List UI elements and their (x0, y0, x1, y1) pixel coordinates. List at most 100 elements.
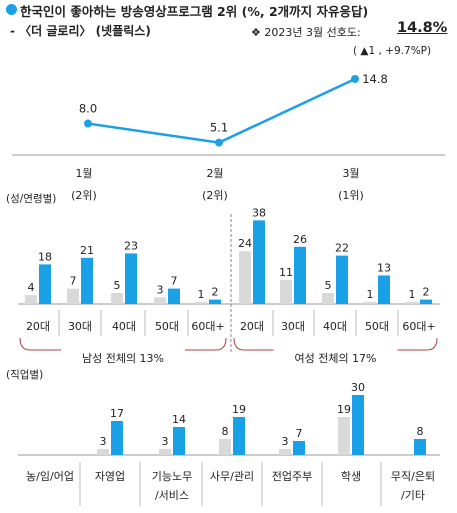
occupation-gray-value-label: 3 (282, 435, 289, 448)
occupation-bar-gray (219, 439, 231, 455)
bar-gray-value-label: 7 (70, 275, 77, 288)
bar-gray (406, 301, 418, 304)
bar-category-label: 20대 (240, 320, 264, 333)
occupation-bar-gray (97, 449, 109, 455)
occupation-blue-value-label: 8 (417, 425, 424, 438)
bar-gray (111, 293, 123, 304)
group-bracket (233, 337, 438, 351)
bar-category-label: 40대 (323, 320, 347, 333)
occupation-bar-gray (338, 417, 350, 455)
occupation-bar-blue (293, 441, 305, 455)
bar-blue (168, 288, 180, 304)
occupation-bar-gray (279, 449, 291, 455)
occupation-category-label: 자영업 (95, 470, 125, 483)
bar-gray-value-label: 5 (325, 279, 332, 292)
bar-blue (336, 255, 348, 304)
bar-blue (420, 299, 432, 304)
line-x-tick-label: 2월 (206, 167, 223, 180)
line-value-label: 8.0 (79, 102, 97, 116)
section-label-occupation: (직업별) (6, 369, 44, 381)
bar-blue (294, 246, 306, 304)
occupation-gray-value-label: 8 (222, 425, 229, 438)
bar-category-label: 60대+ (191, 320, 224, 333)
bar-blue-value-label: 26 (293, 233, 307, 246)
bar-category-label: 50대 (365, 320, 389, 333)
bar-gray-value-label: 1 (409, 288, 416, 301)
bar-gray-value-label: 3 (157, 283, 164, 296)
line-x-rank-label: (2위) (202, 189, 228, 202)
occupation-gray-value-label: 3 (100, 435, 107, 448)
bar-blue-value-label: 2 (423, 286, 430, 299)
occupation-category-label: 기능노무 (152, 470, 192, 483)
occupation-blue-value-label: 14 (172, 413, 186, 426)
bar-gray-value-label: 11 (279, 266, 293, 279)
bar-gray-value-label: 1 (367, 288, 374, 301)
bar-gray (195, 301, 207, 304)
group-total-label: 여성 전체의 17% (294, 352, 376, 365)
occupation-bar-blue (111, 421, 123, 455)
bar-blue (81, 257, 93, 304)
bar-gray (154, 297, 166, 304)
bar-gray (364, 301, 376, 304)
change-label: ( ▲1 , +9.7%P) (353, 45, 432, 57)
occupation-bar-gray (159, 449, 171, 455)
period-label: ❖ 2023년 3월 선호도: (251, 26, 361, 39)
line-value-label: 14.8 (362, 72, 388, 86)
bar-gray (67, 288, 79, 304)
occupation-category-label: /서비스 (155, 489, 189, 502)
line-x-rank-label: (2위) (71, 189, 97, 202)
occupation-category-label: 전업주부 (272, 470, 312, 483)
occupation-blue-value-label: 7 (296, 427, 303, 440)
preference-value: 14.8% (397, 20, 448, 36)
bar-blue-value-label: 18 (38, 250, 52, 263)
group-total-label: 남성 전체의 13% (82, 352, 164, 365)
line-x-rank-label: (1위) (338, 189, 364, 202)
occupation-blue-value-label: 30 (351, 381, 365, 394)
line-value-label: 5.1 (210, 121, 228, 135)
line-point-3 (351, 74, 359, 83)
line-x-tick-label: 1월 (75, 167, 92, 180)
bar-blue (378, 275, 390, 304)
occupation-category-label: 농/임/어업 (26, 470, 74, 483)
bar-category-label: 30대 (68, 320, 92, 333)
occupation-blue-value-label: 19 (232, 403, 246, 416)
bar-blue (209, 299, 221, 304)
bar-category-label: 60대+ (402, 320, 435, 333)
occupation-bar-blue (352, 395, 364, 455)
occupation-category-label: 학생 (341, 470, 361, 483)
bar-gray (239, 251, 251, 304)
bar-blue (253, 220, 265, 304)
occupation-category-label: /기타 (401, 489, 425, 502)
bar-category-label: 30대 (281, 320, 305, 333)
occupation-bar-blue (233, 417, 245, 455)
bar-category-label: 50대 (155, 320, 179, 333)
bar-blue-value-label: 13 (377, 261, 391, 274)
bar-gray-value-label: 1 (198, 288, 205, 301)
bar-blue-value-label: 21 (80, 244, 94, 257)
chart-subtitle: - 〈더 글로리〉 (넷플릭스) (10, 24, 151, 38)
bar-gray-value-label: 4 (28, 281, 35, 294)
bar-blue (125, 253, 137, 304)
bar-blue-value-label: 22 (335, 242, 349, 255)
occupation-blue-value-label: 17 (110, 407, 124, 420)
bar-gray-value-label: 24 (238, 237, 252, 250)
line-point-2 (215, 138, 223, 147)
bar-blue-value-label: 7 (171, 275, 178, 288)
occupation-bar-blue (414, 439, 426, 455)
occupation-gray-value-label: 19 (337, 403, 351, 416)
occupation-category-label: 무직/은퇴 (391, 470, 435, 483)
occupation-gray-value-label: 3 (162, 435, 169, 448)
bar-blue-value-label: 23 (124, 239, 138, 252)
line-point-1 (84, 119, 92, 128)
chart-title: 한국인이 좋아하는 방송영상프로그램 2위 (%, 2개까지 자유응답) (20, 4, 369, 19)
bar-blue-value-label: 38 (252, 206, 266, 219)
section-label-gender-age: (성/연령별) (6, 193, 57, 205)
occupation-category-label: 사무/관리 (210, 470, 254, 483)
bar-blue-value-label: 2 (212, 286, 219, 299)
occupation-bar-blue (173, 427, 185, 455)
bar-gray (280, 279, 292, 304)
bar-gray (322, 293, 334, 304)
bar-gray (25, 295, 37, 304)
